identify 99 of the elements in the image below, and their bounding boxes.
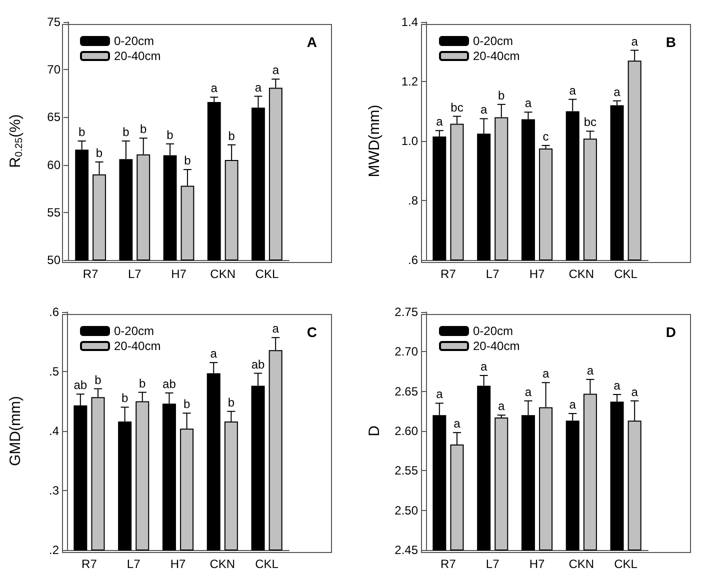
y-tick-label: 50 [47, 253, 61, 267]
y-tick-label: .8 [408, 194, 418, 208]
x-tick-label: CKN [568, 267, 594, 281]
y-tick-label: 65 [47, 110, 61, 124]
legend-label: 20-40cm [473, 49, 520, 63]
x-tick-label: CKL [614, 267, 638, 281]
data-label: b [498, 88, 506, 102]
y-tick-label: 2.50 [394, 503, 418, 518]
y-tick-label: 55 [47, 205, 61, 220]
data-label: b [166, 128, 174, 142]
y-tick-label: 2.65 [394, 384, 418, 398]
y-tick-label: .4 [48, 424, 60, 438]
data-label: bc [450, 100, 464, 114]
data-label: ab [162, 376, 176, 391]
y-tick-label: .6 [48, 305, 60, 319]
data-label: b [122, 125, 130, 139]
data-label: a [436, 387, 444, 402]
data-label: a [210, 346, 218, 361]
data-label: a [524, 96, 532, 110]
x-tick-label: CKL [255, 557, 279, 571]
data-label: a [210, 81, 218, 96]
data-label: a [498, 399, 506, 414]
x-tick-label: R7 [82, 267, 99, 281]
legend-label: 20-40cm [114, 339, 161, 353]
data-label: a [272, 322, 280, 336]
annotation: C [306, 324, 318, 340]
y-tick-label: 2.45 [394, 543, 418, 557]
y-tick-label: 2.60 [394, 424, 418, 438]
data-label: a [542, 366, 550, 381]
x-tick-label: L7 [128, 267, 142, 281]
data-label: a [631, 34, 638, 48]
data-label: a [569, 398, 576, 412]
x-tick-label: H7 [529, 267, 545, 281]
data-label: a [524, 384, 532, 399]
x-tick-label: L7 [486, 267, 500, 281]
data-label: b [96, 146, 103, 160]
legend-label: 0-20cm [114, 324, 154, 338]
data-label: a [614, 84, 621, 99]
y-tick-label: 2.70 [394, 344, 418, 359]
x-tick-label: L7 [126, 557, 141, 571]
x-tick-label: H7 [171, 267, 187, 281]
y-axis-title: D [366, 425, 383, 436]
data-label: b [228, 128, 236, 143]
y-axis-title: R0.25(%) [7, 114, 25, 168]
data-label: a [586, 363, 594, 378]
y-tick-label: 1.2 [401, 74, 418, 88]
annotation: A [306, 34, 318, 50]
x-tick-label: CKL [614, 557, 638, 571]
x-tick-label: H7 [170, 557, 186, 571]
legend-label: 0-20cm [473, 34, 514, 48]
legend-label: 0-20cm [114, 34, 154, 48]
x-tick-label: CKN [210, 557, 236, 571]
data-label: ab [251, 357, 266, 372]
data-label: a [272, 63, 280, 78]
data-label: a [254, 80, 262, 94]
x-tick-label: R7 [440, 267, 456, 281]
y-axis-title: GMD(mm) [7, 396, 24, 466]
legend-label: 20-40cm [114, 49, 161, 63]
y-tick-label: .3 [48, 484, 60, 498]
y-tick-label: 75 [47, 15, 61, 29]
data-label: b [183, 397, 190, 412]
data-label: b [121, 391, 128, 406]
y-tick-label: .2 [48, 543, 60, 557]
y-tick-label: 70 [47, 62, 61, 77]
x-tick-label: CKL [255, 267, 279, 281]
data-label: a [480, 359, 488, 374]
data-label: bc [584, 115, 597, 130]
x-tick-label: R7 [440, 557, 456, 571]
x-tick-label: L7 [486, 557, 500, 571]
y-tick-label: .6 [408, 253, 418, 267]
y-tick-label: 60 [47, 158, 61, 172]
data-label: b [139, 376, 146, 390]
y-axis-title: MWD(mm) [366, 104, 383, 178]
y-tick-label: 2.75 [394, 305, 418, 319]
y-tick-label: 2.55 [394, 464, 418, 478]
data-label: b [94, 372, 102, 387]
x-tick-label: R7 [82, 557, 98, 571]
data-label: ab [74, 378, 88, 392]
x-tick-label: H7 [529, 557, 545, 571]
data-label: b [184, 154, 192, 168]
data-label: a [454, 416, 461, 431]
data-label: b [228, 395, 235, 410]
data-label: b [78, 125, 86, 139]
y-tick-label: .5 [48, 364, 60, 378]
x-tick-label: CKN [568, 557, 594, 571]
data-label: b [140, 122, 148, 136]
y-tick-label: 1.4 [401, 15, 418, 29]
data-label: a [631, 384, 638, 399]
data-label: a [436, 114, 444, 129]
data-label: a [480, 102, 488, 117]
data-label: a [569, 83, 576, 98]
legend-label: 20-40cm [473, 339, 520, 353]
x-tick-label: CKN [210, 267, 236, 281]
annotation: B [666, 34, 676, 50]
data-label: c [542, 129, 549, 144]
y-tick-label: 1.0 [401, 134, 418, 148]
data-label: a [614, 378, 621, 393]
annotation: D [666, 324, 676, 340]
legend-label: 0-20cm [473, 324, 514, 338]
